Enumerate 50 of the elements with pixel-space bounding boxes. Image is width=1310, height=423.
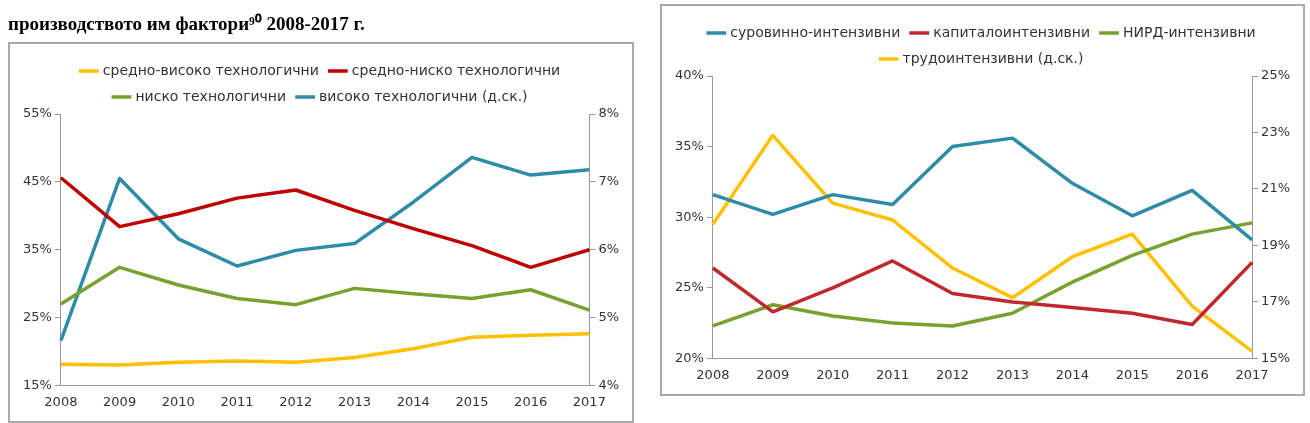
legend-label: средно-високо технологични <box>102 61 319 78</box>
x-tick-label: 2014 <box>1055 366 1089 382</box>
y2-tick-label: 5% <box>598 308 619 324</box>
legend-label: ниско технологични <box>135 87 287 104</box>
x-tick-label: 2016 <box>1175 366 1209 382</box>
y-tick-label: 35% <box>674 137 704 153</box>
y2-tick-label: 8% <box>598 105 619 121</box>
x-tick-label: 2016 <box>514 393 548 409</box>
legend-label: капиталоинтензивни <box>933 23 1091 40</box>
y2-tick-label: 23% <box>1261 123 1291 139</box>
x-tick-label: 2013 <box>337 393 372 409</box>
y-tick-label: 15% <box>22 376 52 392</box>
x-tick-label: 2011 <box>876 366 910 382</box>
y-tick-label: 55% <box>22 105 52 121</box>
y-tick-label: 35% <box>22 241 52 257</box>
x-tick-label: 2013 <box>995 366 1029 382</box>
y2-tick-label: 6% <box>598 241 619 257</box>
y-tick-label: 25% <box>674 279 704 295</box>
y-tick-label: 25% <box>22 308 52 324</box>
legend-label: трудоинтензивни (д.ск.) <box>902 49 1084 66</box>
x-tick-label: 2010 <box>816 366 850 382</box>
x-tick-label: 2014 <box>396 393 430 409</box>
y2-tick-label: 21% <box>1261 180 1291 196</box>
y-tick-label: 20% <box>674 349 704 365</box>
x-tick-label: 2009 <box>103 393 137 409</box>
x-tick-label: 2008 <box>696 366 730 382</box>
y-tick-label: 30% <box>674 208 704 224</box>
x-tick-label: 2008 <box>44 393 78 409</box>
x-tick-label: 2009 <box>756 366 790 382</box>
x-tick-label: 2010 <box>161 393 195 409</box>
y2-tick-label: 15% <box>1261 349 1291 365</box>
y2-tick-label: 25% <box>1261 67 1291 83</box>
y2-tick-label: 4% <box>598 376 619 392</box>
x-tick-label: 2015 <box>1115 366 1149 382</box>
x-tick-label: 2017 <box>1235 366 1269 382</box>
legend-label: високо технологични (д.ск.) <box>319 87 528 104</box>
legend-label: средно-ниско технологични <box>351 61 561 78</box>
x-tick-label: 2012 <box>279 393 313 409</box>
y-tick-label: 40% <box>674 67 704 83</box>
x-tick-label: 2011 <box>220 393 254 409</box>
x-tick-label: 2015 <box>455 393 489 409</box>
y-tick-label: 45% <box>22 173 52 189</box>
y2-tick-label: 17% <box>1261 293 1291 309</box>
y2-tick-label: 7% <box>598 173 619 189</box>
x-tick-label: 2012 <box>936 366 970 382</box>
chart-title: производството им фактори⁹⁰ 2008-2017 г. <box>8 12 365 36</box>
y2-tick-label: 19% <box>1261 236 1291 252</box>
legend-label: суровинно-интензивни <box>730 23 901 40</box>
x-tick-label: 2017 <box>572 393 606 409</box>
legend-label: НИРД-интензивни <box>1123 23 1256 40</box>
